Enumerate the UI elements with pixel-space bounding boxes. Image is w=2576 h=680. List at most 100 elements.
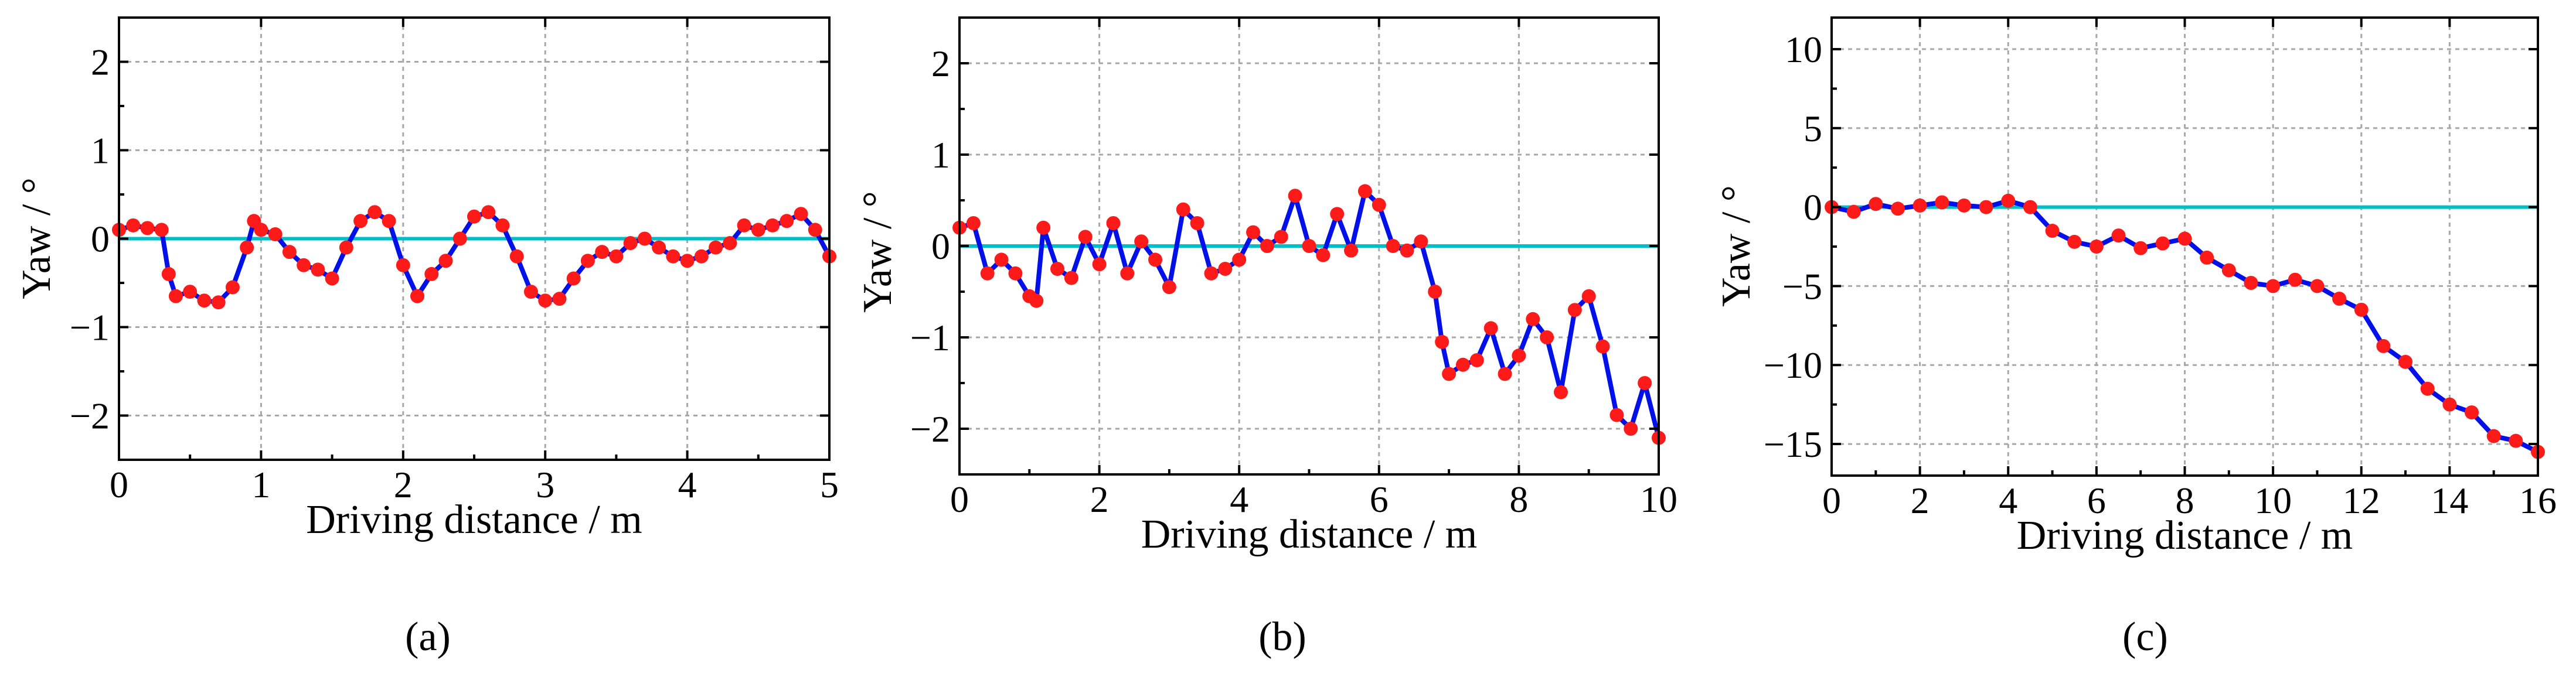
data-point xyxy=(1553,385,1568,399)
data-point xyxy=(240,240,254,255)
data-point xyxy=(1609,408,1624,422)
data-point xyxy=(1624,422,1638,436)
data-point xyxy=(452,231,467,246)
data-point xyxy=(994,252,1009,267)
data-point xyxy=(1638,376,1652,390)
data-point xyxy=(566,271,581,286)
data-point xyxy=(2398,354,2413,369)
data-point xyxy=(1064,271,1078,285)
y-tick-label: 1 xyxy=(91,130,110,172)
data-point xyxy=(297,258,311,272)
y-tick-label: 2 xyxy=(91,42,110,83)
data-point xyxy=(1218,262,1233,276)
data-point xyxy=(1029,293,1044,308)
data-point xyxy=(282,245,297,259)
data-point xyxy=(481,205,496,220)
data-point xyxy=(1890,201,1905,216)
data-point xyxy=(2023,200,2037,214)
data-point xyxy=(1386,239,1400,253)
data-point xyxy=(2376,339,2391,353)
data-point xyxy=(1288,189,1302,203)
data-point xyxy=(2244,276,2258,291)
data-point xyxy=(2288,272,2302,287)
x-tick-label: 2 xyxy=(1090,479,1109,520)
x-axis-title: Driving distance / m xyxy=(306,497,642,542)
data-point xyxy=(183,285,198,299)
y-tick-label: 2 xyxy=(931,43,950,84)
data-point xyxy=(467,209,481,224)
data-point xyxy=(438,254,453,268)
data-point xyxy=(2111,228,2126,243)
data-point xyxy=(1540,330,1554,344)
data-point xyxy=(211,295,226,310)
y-tick-label: −1 xyxy=(70,307,110,348)
data-point xyxy=(311,262,325,277)
data-point xyxy=(637,231,652,246)
y-tick-label: −2 xyxy=(910,408,950,450)
data-point xyxy=(1092,257,1107,272)
x-tick-label: 0 xyxy=(110,464,128,505)
x-tick-label: 16 xyxy=(2519,480,2557,521)
x-tick-label: 10 xyxy=(1640,479,1677,520)
data-point xyxy=(410,289,425,303)
data-point xyxy=(268,227,283,241)
data-point xyxy=(140,221,155,235)
x-axis-title: Driving distance / m xyxy=(2017,513,2353,558)
x-tick-label: 0 xyxy=(950,479,969,520)
data-point xyxy=(1246,225,1261,240)
data-point xyxy=(2354,302,2369,317)
data-point xyxy=(980,266,995,281)
data-point xyxy=(1330,207,1345,221)
x-tick-label: 5 xyxy=(820,464,839,505)
data-point xyxy=(254,223,268,237)
data-point xyxy=(2221,263,2236,278)
data-point xyxy=(1260,239,1274,253)
data-point xyxy=(1400,243,1414,258)
data-point xyxy=(680,254,695,268)
data-point xyxy=(780,214,794,228)
data-point xyxy=(2420,381,2435,396)
data-point xyxy=(623,236,638,251)
data-point xyxy=(2133,241,2148,255)
data-point xyxy=(1483,321,1498,336)
panel-caption: (a) xyxy=(405,614,451,660)
data-point xyxy=(1204,266,1219,281)
series-line-yaw xyxy=(958,189,1661,439)
data-point xyxy=(1148,252,1163,267)
data-point xyxy=(694,249,709,264)
data-point xyxy=(1526,312,1540,326)
data-point xyxy=(339,240,353,255)
y-tick-label: −5 xyxy=(1782,265,1822,307)
data-point xyxy=(1442,367,1457,381)
data-point xyxy=(1498,367,1512,381)
data-point xyxy=(1190,216,1204,230)
x-tick-label: 8 xyxy=(1509,479,1528,520)
x-tick-label: 6 xyxy=(2087,480,2106,521)
y-tick-label: −10 xyxy=(1764,344,1822,386)
series-line-yaw xyxy=(118,210,832,305)
data-point xyxy=(1302,239,1316,253)
x-tick-label: 12 xyxy=(2343,480,2380,521)
data-point xyxy=(1956,198,1971,213)
data-point xyxy=(2509,433,2523,448)
data-point xyxy=(1595,339,1610,354)
data-point xyxy=(523,285,538,299)
data-point xyxy=(580,254,595,268)
data-point xyxy=(1036,220,1051,235)
data-point xyxy=(382,214,396,228)
data-point xyxy=(1316,248,1330,262)
data-point xyxy=(2177,231,2192,246)
y-tick-label: 5 xyxy=(1803,108,1822,149)
data-point xyxy=(1469,353,1484,367)
y-tick-label: 0 xyxy=(91,218,110,260)
x-tick-label: 6 xyxy=(1370,479,1389,520)
data-point xyxy=(1120,266,1135,281)
data-point xyxy=(168,289,183,303)
y-axis-title: Yaw / ° xyxy=(1714,185,1759,307)
data-point xyxy=(1913,198,1927,213)
data-point xyxy=(1162,280,1176,295)
data-point xyxy=(2442,397,2457,412)
